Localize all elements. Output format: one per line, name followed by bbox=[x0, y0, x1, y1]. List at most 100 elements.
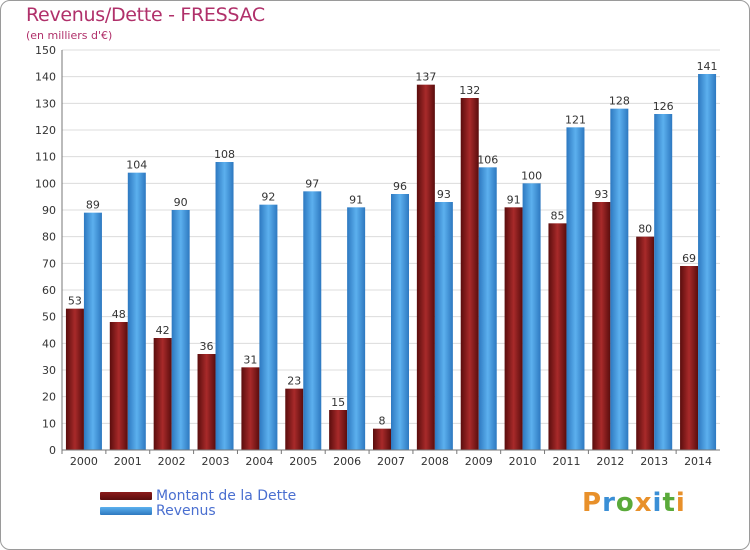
data-label-dette: 48 bbox=[112, 308, 126, 321]
bar-dette bbox=[197, 354, 216, 450]
bar-dette bbox=[329, 410, 348, 450]
legend-item-revenus: Revenus bbox=[100, 503, 216, 519]
logo-letter: t bbox=[662, 488, 676, 518]
data-label-dette: 93 bbox=[594, 188, 608, 201]
data-label-dette: 137 bbox=[415, 71, 436, 84]
data-label-revenus: 91 bbox=[349, 193, 363, 206]
x-tick-label: 2010 bbox=[509, 455, 537, 468]
data-label-revenus: 89 bbox=[86, 199, 100, 212]
y-tick-label: 140 bbox=[35, 71, 56, 84]
bar-dette bbox=[373, 428, 391, 450]
bar-dette bbox=[285, 388, 304, 450]
data-label-revenus: 106 bbox=[477, 153, 498, 166]
x-tick-label: 2013 bbox=[640, 455, 668, 468]
y-tick-label: 0 bbox=[49, 444, 56, 457]
bar-dette bbox=[504, 207, 523, 450]
proxiti-logo: Proxiti bbox=[582, 488, 686, 518]
data-label-revenus: 92 bbox=[261, 191, 275, 204]
data-label-revenus: 104 bbox=[126, 159, 147, 172]
bar-dette bbox=[592, 202, 611, 450]
data-label-revenus: 108 bbox=[214, 148, 235, 161]
data-label-dette: 80 bbox=[638, 223, 652, 236]
y-tick-label: 70 bbox=[42, 257, 56, 270]
data-label-dette: 42 bbox=[156, 324, 170, 337]
data-label-dette: 85 bbox=[550, 209, 564, 222]
y-tick-label: 50 bbox=[42, 311, 56, 324]
y-tick-label: 100 bbox=[35, 177, 56, 190]
bar-revenus bbox=[259, 204, 278, 450]
y-tick-label: 90 bbox=[42, 204, 56, 217]
data-label-dette: 53 bbox=[68, 295, 82, 308]
x-tick-label: 2006 bbox=[333, 455, 361, 468]
x-tick-label: 2008 bbox=[421, 455, 449, 468]
bar-dette bbox=[680, 266, 699, 450]
bar-revenus bbox=[83, 212, 102, 450]
x-tick-label: 2007 bbox=[377, 455, 405, 468]
bar-revenus bbox=[522, 183, 541, 451]
data-label-revenus: 121 bbox=[565, 113, 586, 126]
logo-letter: o bbox=[615, 488, 635, 518]
bar-revenus bbox=[610, 108, 629, 451]
x-tick-labels: 2000 2001 2002 2003 2004 2005 2006 2007 2008 2009… bbox=[61, 450, 712, 468]
data-label-revenus: 100 bbox=[521, 169, 542, 182]
x-tick-label: 2003 bbox=[202, 455, 230, 468]
x-tick-label: 2001 bbox=[114, 455, 142, 468]
logo-letter: i bbox=[652, 488, 663, 518]
bar-dette bbox=[460, 98, 479, 450]
bar-revenus bbox=[171, 210, 190, 450]
y-tick-label: 80 bbox=[42, 231, 56, 244]
logo-letter: i bbox=[675, 488, 686, 518]
bar-dette bbox=[65, 308, 84, 450]
chart-subtitle: (en milliers d'€) bbox=[26, 29, 113, 42]
bar-dette bbox=[636, 236, 655, 450]
data-label-dette: 36 bbox=[200, 340, 214, 353]
legend-swatch-revenus bbox=[100, 507, 152, 515]
x-tick-label: 2012 bbox=[596, 455, 624, 468]
bar-revenus bbox=[698, 74, 717, 450]
legend-label-dette: Montant de la Dette bbox=[156, 488, 297, 504]
x-tick-label: 2014 bbox=[684, 455, 712, 468]
bar-revenus bbox=[303, 191, 322, 451]
logo-letter: x bbox=[634, 488, 653, 518]
data-label-revenus: 90 bbox=[174, 196, 188, 209]
data-label-revenus: 128 bbox=[609, 95, 630, 108]
data-label-revenus: 93 bbox=[437, 188, 451, 201]
bar-revenus bbox=[478, 167, 497, 451]
bar-dette bbox=[416, 84, 435, 451]
x-tick-label: 2009 bbox=[465, 455, 493, 468]
bar-dette bbox=[109, 322, 128, 450]
bar-dette bbox=[241, 367, 260, 450]
x-tick-label: 2005 bbox=[289, 455, 317, 468]
legend-swatch-dette bbox=[100, 492, 152, 500]
y-tick-labels: 0 10 20 30 40 50 60 70 80 90 100 110 120 130 140 150 bbox=[35, 44, 56, 457]
data-label-dette: 69 bbox=[682, 252, 696, 265]
y-tick-label: 10 bbox=[42, 417, 56, 430]
y-tick-label: 60 bbox=[42, 284, 56, 297]
logo-letter: r bbox=[602, 488, 616, 518]
data-label-revenus: 141 bbox=[697, 60, 718, 73]
data-label-dette: 132 bbox=[459, 84, 480, 97]
x-tick-label: 2004 bbox=[245, 455, 273, 468]
bar-dette bbox=[153, 338, 172, 450]
y-tick-label: 120 bbox=[35, 124, 56, 137]
data-labels: 53 89 48 104 42 90 36 108 31 92 23 97 15 91 8 96 137 93 13… bbox=[68, 60, 718, 428]
y-tick-label: 30 bbox=[42, 364, 56, 377]
y-tick-label: 40 bbox=[42, 337, 56, 350]
axes bbox=[61, 50, 720, 451]
y-tick-label: 20 bbox=[42, 391, 56, 404]
data-label-revenus: 97 bbox=[305, 177, 319, 190]
data-label-dette: 8 bbox=[379, 415, 386, 428]
bar-revenus bbox=[566, 127, 585, 450]
bar-revenus bbox=[434, 202, 453, 450]
legend-label-revenus: Revenus bbox=[156, 503, 216, 519]
bar-revenus bbox=[391, 194, 409, 450]
x-tick-label: 2011 bbox=[552, 455, 580, 468]
y-tick-label: 110 bbox=[35, 151, 56, 164]
data-label-revenus: 96 bbox=[393, 180, 407, 193]
bar-revenus bbox=[127, 172, 146, 450]
bars bbox=[65, 74, 717, 451]
y-tick-label: 150 bbox=[35, 44, 56, 57]
bar-revenus bbox=[347, 207, 366, 450]
data-label-revenus: 126 bbox=[653, 100, 674, 113]
